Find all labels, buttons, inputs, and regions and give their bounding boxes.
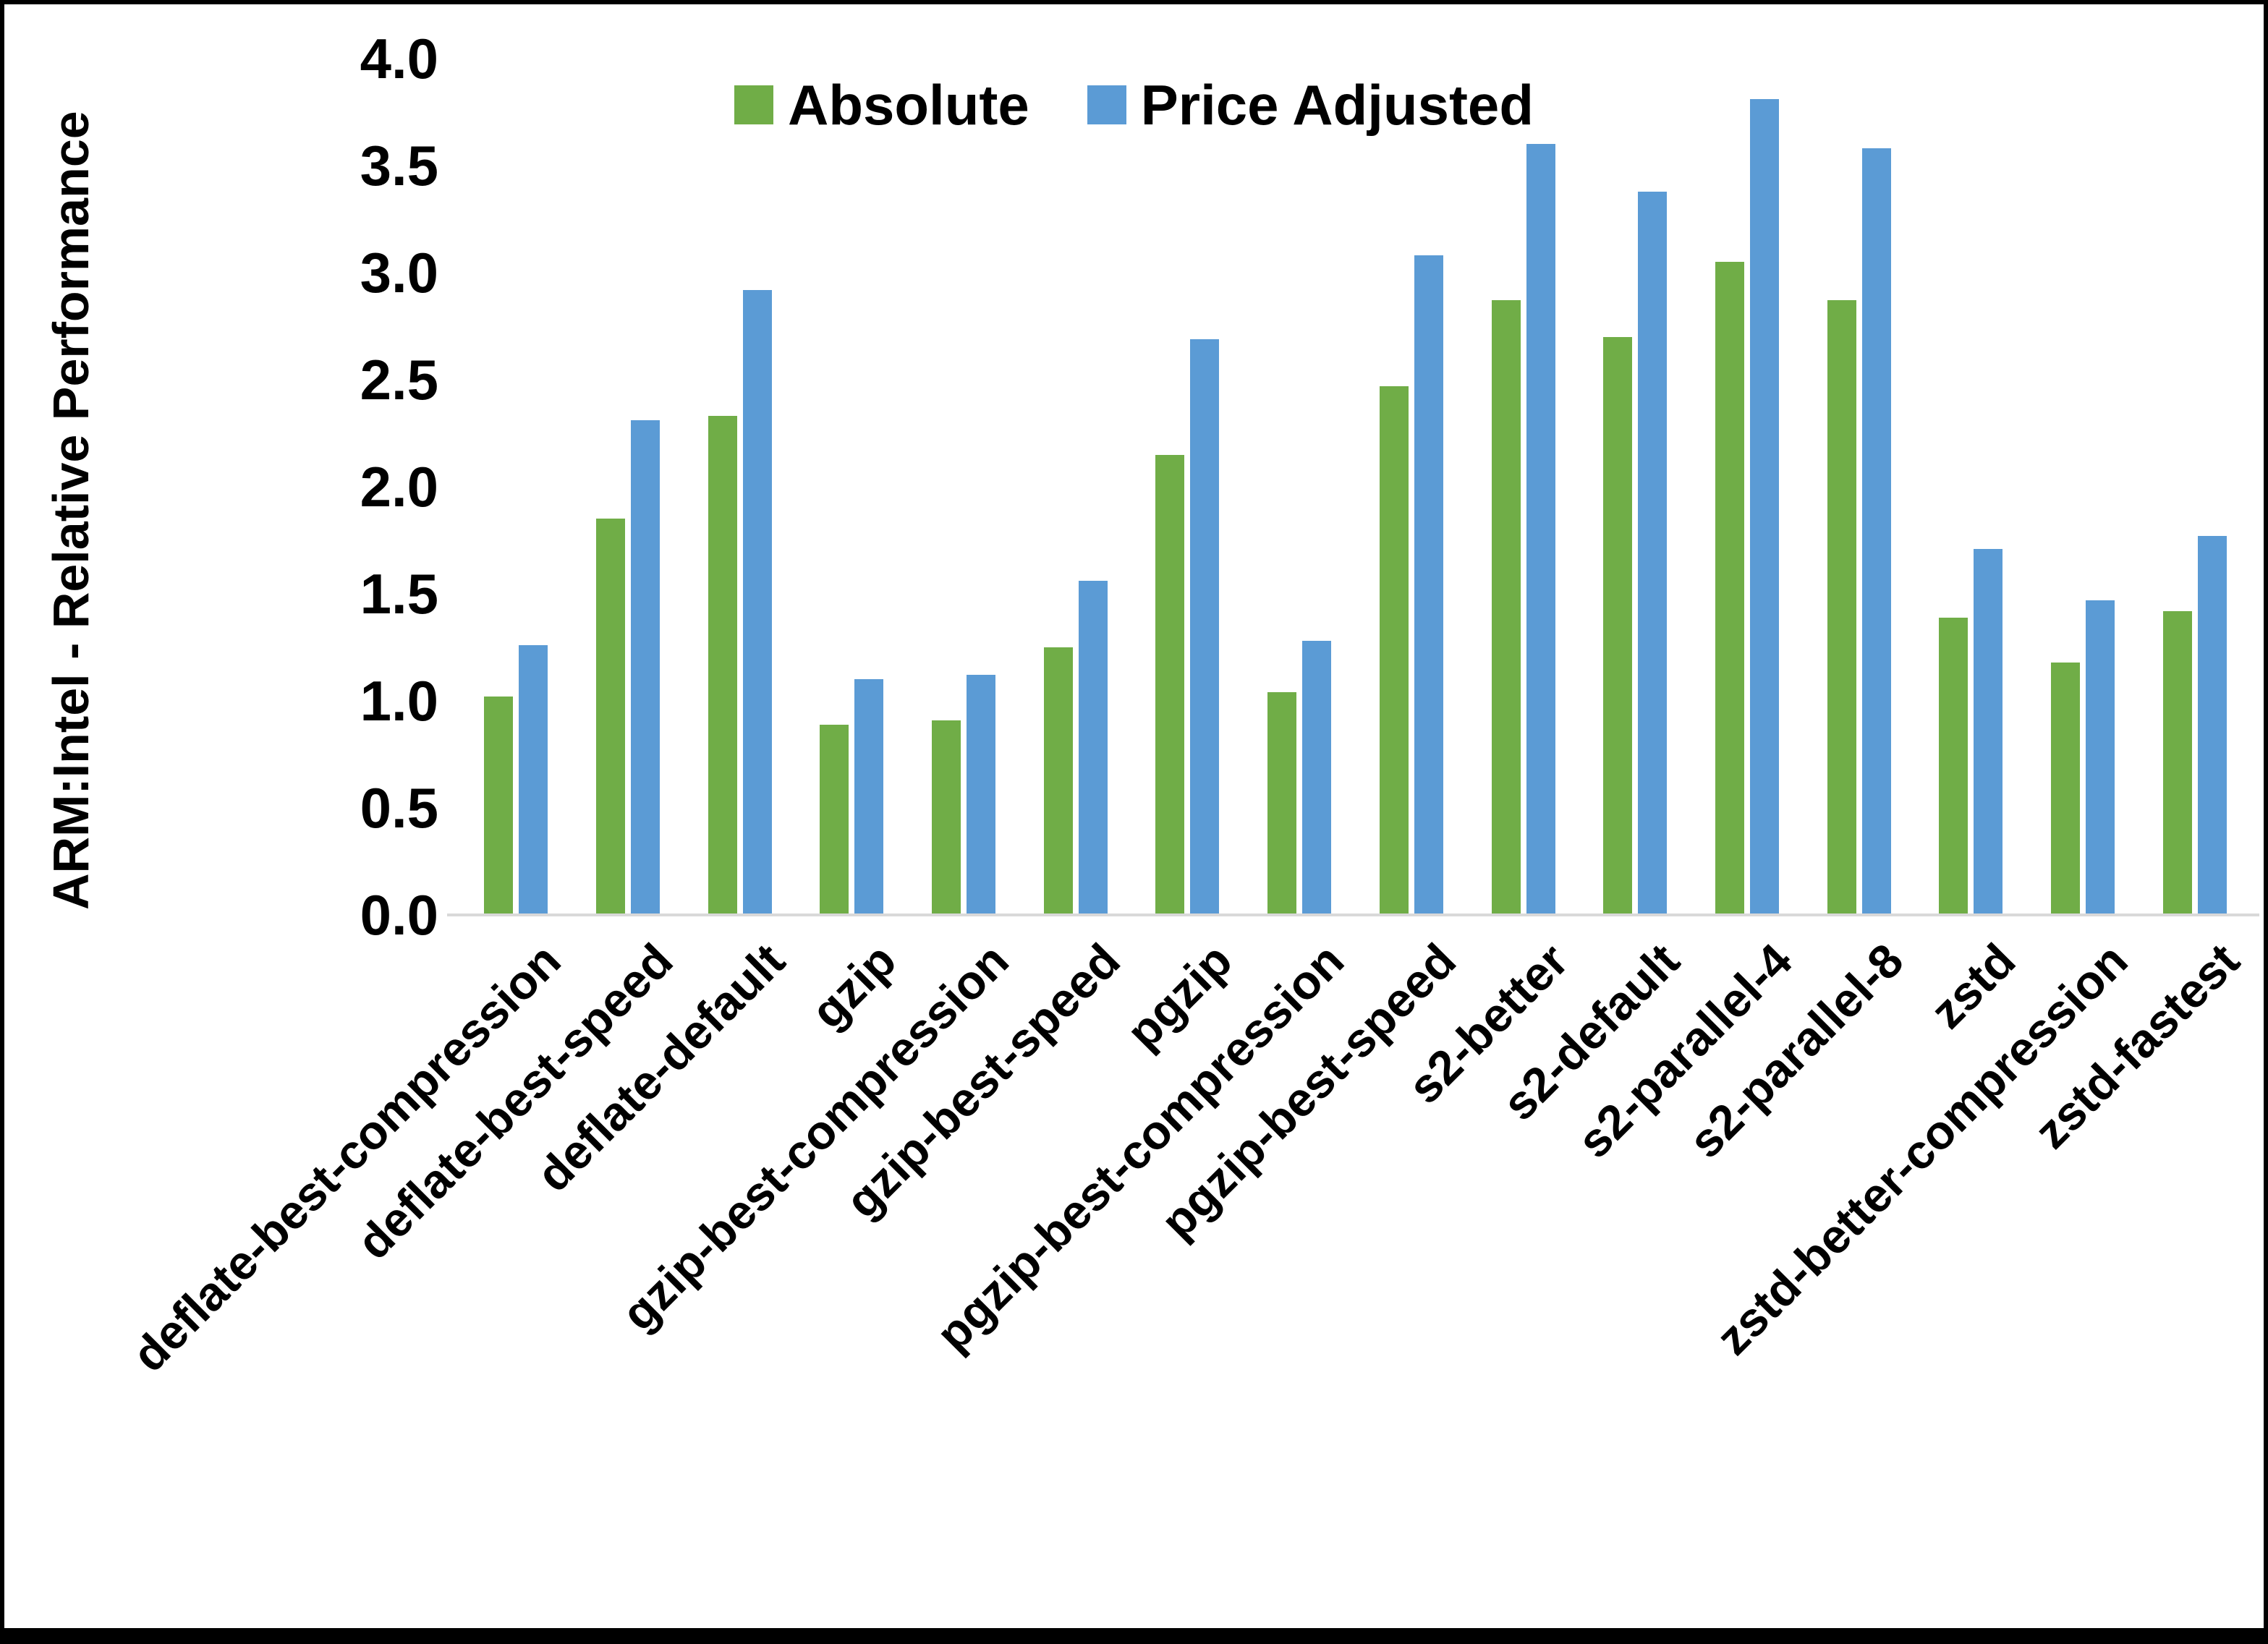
bar-price-adjusted-zstd xyxy=(1974,549,2002,915)
bar-price-adjusted-pgzip xyxy=(1190,339,1219,915)
bar-absolute-zstd-fastest xyxy=(2163,611,2192,915)
y-tick-label: 3.0 xyxy=(360,241,438,304)
legend-swatch-icon xyxy=(1087,85,1126,124)
y-tick-label: 0.5 xyxy=(360,776,438,840)
bar-price-adjusted-gzip-best-compression xyxy=(967,675,995,915)
x-axis-line xyxy=(447,913,2259,916)
bar-absolute-deflate-default xyxy=(708,416,737,915)
bar-absolute-s2-parallel-8 xyxy=(1827,300,1856,915)
bar-absolute-gzip-best-compression xyxy=(932,720,961,915)
chart-legend: Absolute Price Adjusted xyxy=(4,77,2264,133)
bar-absolute-pgzip xyxy=(1155,455,1184,915)
bar-price-adjusted-deflate-default xyxy=(743,290,772,915)
bar-absolute-zstd-better-compression xyxy=(2051,663,2080,915)
bar-absolute-deflate-best-speed xyxy=(596,519,625,915)
bar-price-adjusted-pgzip-best-speed xyxy=(1414,255,1443,915)
bar-price-adjusted-deflate-best-compression xyxy=(519,645,548,915)
legend-label: Absolute xyxy=(788,73,1029,137)
bar-price-adjusted-gzip xyxy=(854,679,883,915)
bar-price-adjusted-zstd-fastest xyxy=(2198,536,2227,915)
bar-price-adjusted-zstd-better-compression xyxy=(2086,600,2115,915)
y-tick-label: 3.5 xyxy=(360,134,438,197)
bar-absolute-s2-default xyxy=(1603,337,1632,915)
bar-price-adjusted-s2-default xyxy=(1638,192,1667,915)
y-tick-label: 2.0 xyxy=(360,455,438,519)
y-axis-title: ARM:Intel - Relative Performance xyxy=(43,111,99,910)
bar-absolute-gzip-best-speed xyxy=(1044,647,1073,915)
y-tick-label: 2.5 xyxy=(360,348,438,412)
bar-price-adjusted-gzip-best-speed xyxy=(1079,581,1108,915)
bar-absolute-deflate-best-compression xyxy=(484,697,513,915)
legend-swatch-icon xyxy=(734,85,774,124)
x-category-label-gzip: gzip xyxy=(801,933,906,1039)
bar-price-adjusted-s2-better xyxy=(1526,144,1555,915)
bar-absolute-zstd xyxy=(1939,618,1968,915)
x-category-label-deflate-best-compression: deflate-best-compression xyxy=(122,933,571,1382)
bar-price-adjusted-pgzip-best-compression xyxy=(1302,641,1331,915)
bar-price-adjusted-deflate-best-speed xyxy=(631,420,660,915)
bar-absolute-s2-parallel-4 xyxy=(1715,262,1744,915)
y-tick-label: 0.0 xyxy=(360,883,438,947)
legend-item-0: Absolute xyxy=(734,77,1029,133)
bar-price-adjusted-s2-parallel-8 xyxy=(1862,148,1891,915)
y-tick-label: 1.0 xyxy=(360,669,438,733)
y-tick-label: 4.0 xyxy=(360,27,438,90)
x-category-label-zstd: zstd xyxy=(1920,933,2026,1039)
bar-price-adjusted-s2-parallel-4 xyxy=(1750,99,1779,915)
y-tick-label: 1.5 xyxy=(360,562,438,626)
bar-chart: ARM:Intel - Relative Performance Absolut… xyxy=(4,4,2264,1628)
legend-label: Price Adjusted xyxy=(1140,73,1534,137)
bar-absolute-gzip xyxy=(820,725,849,915)
legend-item-1: Price Adjusted xyxy=(1087,77,1534,133)
bar-absolute-s2-better xyxy=(1492,300,1521,915)
bar-absolute-pgzip-best-speed xyxy=(1380,386,1409,915)
bar-absolute-pgzip-best-compression xyxy=(1267,692,1296,915)
